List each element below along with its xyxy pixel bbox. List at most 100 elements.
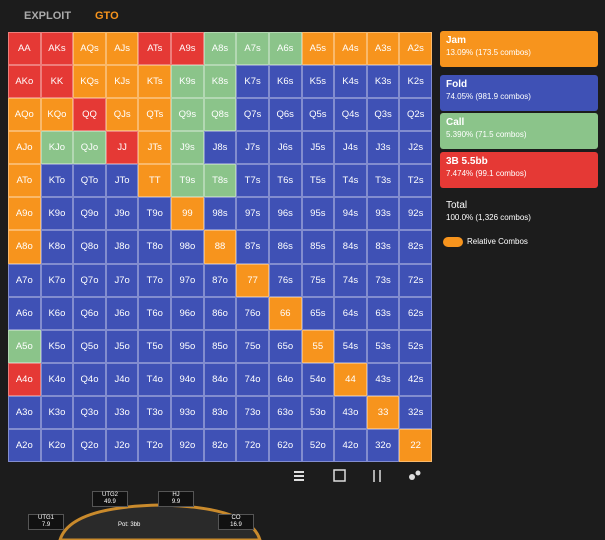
hand-cell: A9s [171,32,204,66]
hand-cell: 98o [171,230,204,264]
hand-cell: 76s [268,263,302,297]
hand-cell: A7s [236,32,269,66]
hand-cell: KJo [40,131,74,165]
icon[interactable] [409,470,421,481]
hand-cell: 92o [171,428,204,462]
hand-cell: A4s [334,32,367,66]
hand-cell: 54o [301,362,335,396]
hand-cell: 92s [399,197,432,231]
hand-cell: A3o [8,395,41,429]
hand-cell: 65s [301,296,335,330]
toolbar [294,469,421,482]
hand-cell: 52s [399,329,432,363]
hand-cell: 75o [236,329,269,363]
hand-cell: J6o [105,296,139,330]
hand-cell: 83o [203,395,237,429]
hand-cell: K2s [399,65,432,99]
tab[interactable]: EXPLOIT [24,10,72,22]
hand-cell: T8s [203,164,237,198]
hand-cell: J9o [105,197,139,231]
hand-cell: T3s [366,164,400,198]
hand-cell: ATs [138,32,172,66]
hand-cell: 53s [366,329,400,363]
hand-cell: J5o [105,329,139,363]
hand-cell: 73o [236,395,269,429]
seat-name: UTG2 [101,492,118,498]
legend-title: 3B 5.5bb [446,156,488,167]
hand-cell: 63s [366,296,400,330]
hand-cell: 77 [236,263,269,297]
icon[interactable] [333,469,346,482]
hand-cell: T5s [301,164,335,198]
hand-cell: A7o [8,263,41,297]
hand-cell: A8s [203,32,237,66]
hand-cell: 65o [268,329,302,363]
hand-cell: J4o [105,362,139,396]
hand-cell: 99 [171,197,204,231]
seat-name: CO [231,515,241,521]
legend-item[interactable]: Jam 13.09% (173.5 combos) [440,31,598,67]
hand-cell: 94o [171,362,204,396]
hand-cell: J4s [334,131,367,165]
legend-detail: 13.09% (173.5 combos) [446,48,531,57]
hand-cell: T7o [138,263,172,297]
hand-cell: J5s [301,131,335,165]
hand-cell: T5o [138,329,172,363]
hand-cell: A6s [268,32,302,66]
hand-cell: QQ [73,98,106,132]
hand-cell: K8s [203,65,237,99]
legend-item[interactable]: Call 5.390% (71.5 combos) [440,113,598,149]
hand-cell: 93s [366,197,400,231]
hand-cell: 66 [268,296,302,330]
hand-cell: A5o [8,329,41,363]
legend-detail: 74.05% (981.9 combos) [446,92,531,101]
hand-cell: 82s [399,230,432,264]
hand-cell: 73s [366,263,400,297]
hand-cell: A4o [8,362,41,396]
seat-stack: 9.9 [171,499,181,505]
hand-cell: Q4o [73,362,106,396]
icon[interactable] [294,471,304,481]
hand-cell: 33 [366,395,400,429]
icon[interactable] [373,470,381,482]
toggle[interactable] [443,237,463,247]
legend-title: Call [446,117,465,128]
hand-cell: KQo [40,98,74,132]
hand-cell: 22 [399,428,432,462]
hand-cell: Q4s [334,98,367,132]
legend-item[interactable]: 3B 5.5bb 7.474% (99.1 combos) [440,152,598,188]
hand-cell: 87s [236,230,269,264]
hand-cell: AJo [8,131,41,165]
hand-cell: A9o [8,197,41,231]
hand-cell: QTo [73,164,106,198]
hand-cell: J9s [171,131,204,165]
hand-cell: J6s [268,131,302,165]
hand-cell: 55 [301,329,335,363]
seat: UTG1 7.9 [28,514,64,530]
legend-detail: 7.474% (99.1 combos) [446,169,527,178]
hand-cell: Q7o [73,263,106,297]
seat: HJ 9.9 [158,491,194,507]
hand-cell: KQs [73,65,106,99]
hand-cell: TT [138,164,172,198]
legend-item[interactable]: Fold 74.05% (981.9 combos) [440,75,598,111]
tab[interactable]: GTO [95,10,119,22]
hand-cell: JTo [105,164,139,198]
hand-cell: 74s [334,263,367,297]
hand-cell: K6s [268,65,302,99]
hand-cell: A2o [8,428,41,462]
seat: UTG2 49.9 [92,491,128,507]
hand-cell: 42o [334,428,367,462]
hand-cell: AJs [105,32,139,66]
hand-cell: 82o [203,428,237,462]
legend-title: Jam [446,35,467,46]
hand-cell: QTs [138,98,172,132]
hand-cell: K9o [40,197,74,231]
hand-cell: 97o [171,263,204,297]
hand-cell: 84o [203,362,237,396]
hand-cell: Q6o [73,296,106,330]
hand-cell: AKs [40,32,74,66]
hand-cell: 62s [399,296,432,330]
hand-cell: J7o [105,263,139,297]
